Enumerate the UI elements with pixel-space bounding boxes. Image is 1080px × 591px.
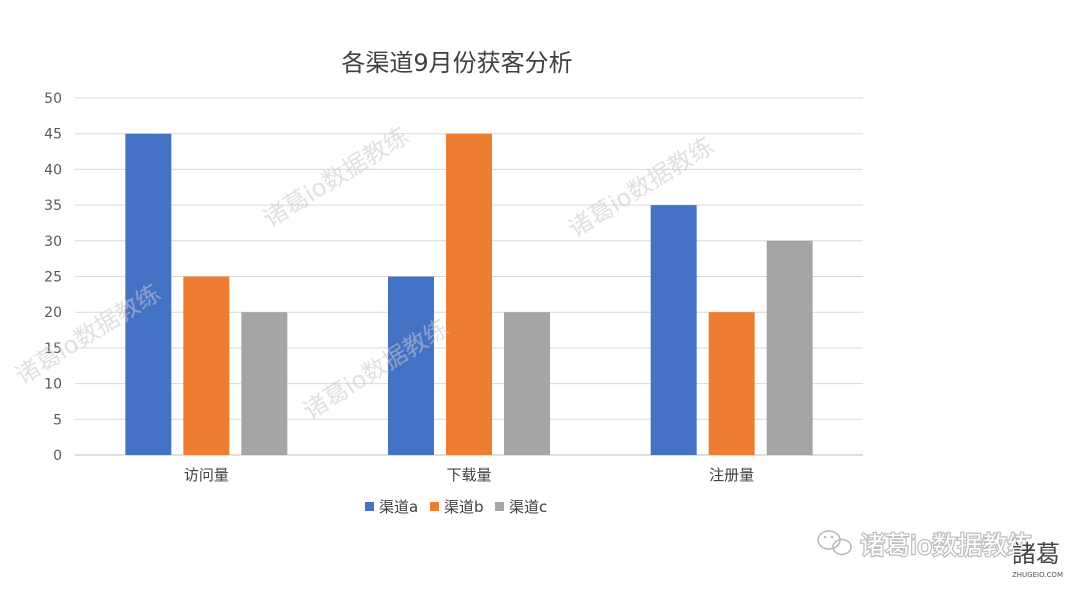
bar-3-1 bbox=[241, 312, 288, 455]
wechat-icon bbox=[817, 530, 852, 556]
footer-brand-text: 诸葛io数据教练 bbox=[860, 531, 1032, 560]
bar-1-3 bbox=[650, 205, 697, 455]
y-tick-label: 45 bbox=[44, 127, 62, 143]
legend-swatch bbox=[495, 502, 504, 511]
y-tick-label: 10 bbox=[44, 377, 62, 393]
y-tick-label: 25 bbox=[44, 270, 62, 286]
bar-3-3 bbox=[766, 240, 813, 455]
x-tick-label: 访问量 bbox=[184, 466, 229, 484]
bar-1-1 bbox=[125, 133, 172, 455]
bar-2-3 bbox=[708, 312, 755, 455]
y-tick-label: 30 bbox=[44, 234, 62, 250]
x-tick-label: 注册量 bbox=[709, 466, 754, 484]
bar-3-2 bbox=[504, 312, 550, 455]
bars bbox=[125, 133, 813, 455]
chart-title: 各渠道9月份获客分析 bbox=[341, 49, 572, 77]
footer-logo: 諸葛 bbox=[1012, 540, 1060, 568]
bar-2-1 bbox=[183, 276, 230, 455]
y-tick-label: 40 bbox=[44, 162, 62, 178]
y-tick-label: 35 bbox=[44, 198, 62, 214]
legend: 渠道a 渠道b 渠道c bbox=[365, 498, 547, 516]
y-axis-ticks: 0 5 10 15 20 25 30 35 40 45 50 bbox=[44, 91, 62, 464]
legend-swatch bbox=[430, 502, 439, 511]
watermark-text: 诸葛io数据教练 bbox=[258, 122, 413, 233]
x-axis-labels: 访问量 下载量 注册量 bbox=[184, 466, 754, 484]
x-tick-label: 下载量 bbox=[446, 466, 491, 484]
bar-2-2 bbox=[446, 133, 492, 455]
y-tick-label: 50 bbox=[44, 91, 62, 107]
legend-swatch bbox=[365, 502, 374, 511]
y-tick-label: 0 bbox=[53, 448, 62, 464]
footer-logo-url: ZHUGEIO.COM bbox=[1012, 571, 1063, 579]
legend-label: 渠道c bbox=[509, 498, 547, 516]
legend-label: 渠道b bbox=[444, 498, 484, 516]
y-tick-label: 20 bbox=[44, 305, 62, 321]
footer-branding: 诸葛io数据教练 諸葛 ZHUGEIO.COM bbox=[817, 530, 1063, 579]
y-tick-label: 5 bbox=[53, 412, 62, 428]
bar-1-2 bbox=[388, 276, 434, 455]
y-tick-label: 15 bbox=[44, 341, 62, 357]
legend-label: 渠道a bbox=[379, 498, 418, 516]
